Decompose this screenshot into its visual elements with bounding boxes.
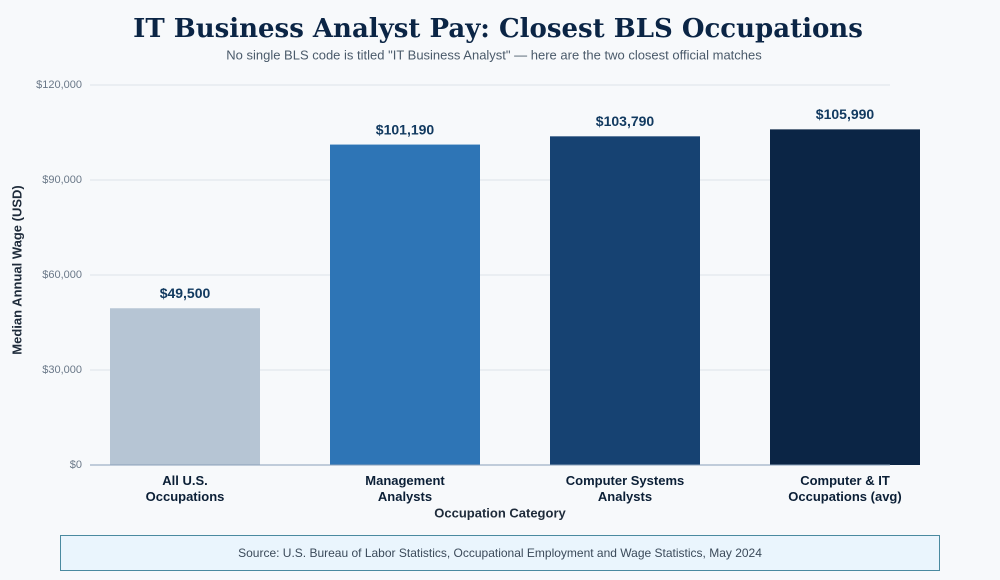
value-label: $101,190 (376, 121, 435, 137)
bar (770, 129, 920, 466)
bar (330, 144, 480, 465)
x-tick-label: Computer Systems Analysts (565, 473, 685, 504)
chart-subtitle: No single BLS code is titled "IT Busines… (226, 47, 762, 62)
y-tick-label: $30,000 (42, 364, 82, 376)
x-tick-label: Management Analysts (365, 473, 445, 504)
value-label: $49,500 (160, 285, 211, 301)
y-tick-label: $120,000 (36, 79, 82, 91)
x-tick-label: Computer & IT Occupations (avg) (788, 473, 902, 504)
y-tick-label: $0 (70, 459, 82, 471)
y-axis-label: Median Annual Wage (USD) (9, 185, 24, 354)
x-tick-label: All U.S. Occupations (145, 473, 225, 504)
source-note: Source: U.S. Bureau of Labor Statistics,… (60, 535, 940, 571)
y-tick-label: $60,000 (42, 269, 82, 281)
bar (110, 308, 260, 465)
chart-title: IT Business Analyst Pay: Closest BLS Occ… (133, 14, 863, 44)
value-label: $103,790 (596, 113, 655, 129)
bar (550, 136, 700, 465)
value-label: $105,990 (816, 106, 875, 122)
y-tick-label: $90,000 (42, 174, 82, 186)
x-axis-label: Occupation Category (434, 505, 566, 520)
